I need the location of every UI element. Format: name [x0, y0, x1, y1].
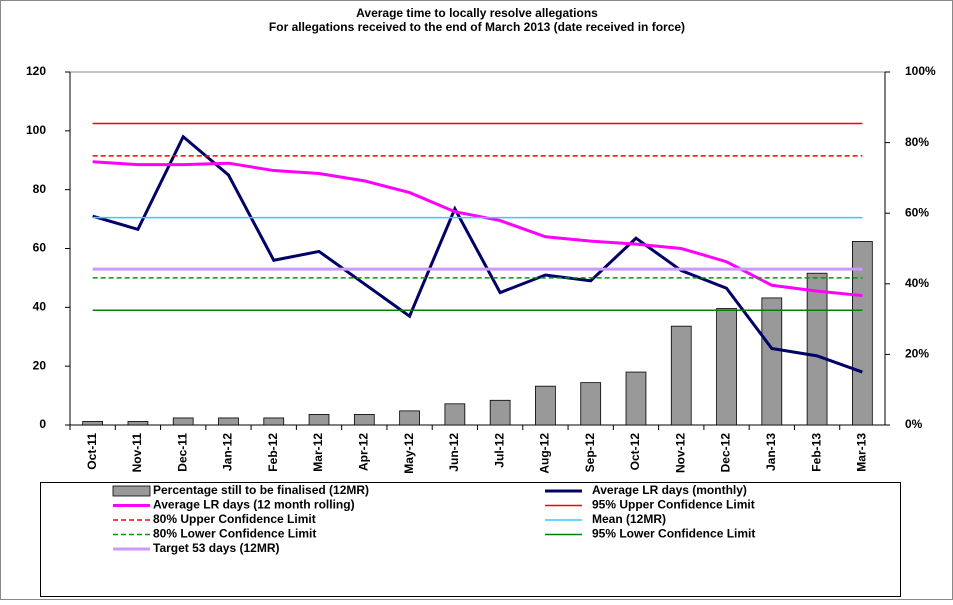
- legend-label: 95% Lower Confidence Limit: [592, 527, 755, 541]
- bar: [263, 417, 285, 426]
- x-tick-label: Nov-11: [130, 433, 144, 473]
- y-tick-label: 20: [33, 358, 47, 372]
- y-tick-label: 60: [33, 241, 47, 255]
- y2-tick-label: 80%: [905, 135, 929, 149]
- y-tick-label: 120: [26, 64, 46, 78]
- chart-title: Average time to locally resolve allegati…: [356, 6, 598, 20]
- legend-label: 80% Lower Confidence Limit: [153, 527, 316, 541]
- legend-label: Percentage still to be finalised (12MR): [153, 483, 369, 497]
- x-tick-label: Jan-12: [221, 433, 235, 471]
- legend-label: Average LR days (12 month rolling): [153, 498, 355, 512]
- y2-tick-label: 40%: [905, 276, 929, 290]
- x-tick-label: Dec-12: [719, 433, 733, 473]
- line: [92, 160, 863, 298]
- bar: [806, 272, 828, 426]
- legend-box: [40, 482, 901, 597]
- chart-subtitle: For allegations received to the end of M…: [269, 20, 685, 34]
- x-tick-label: Sep-12: [583, 433, 597, 473]
- bar: [82, 421, 104, 426]
- legend-label: Average LR days (monthly): [592, 483, 747, 497]
- x-tick-label: Apr-12: [356, 433, 370, 471]
- y-tick-label: 100: [26, 123, 46, 137]
- x-tick-label: May-12: [402, 433, 416, 474]
- bar: [761, 297, 783, 426]
- x-tick-label: Jun-12: [447, 433, 461, 472]
- y2-tick-label: 20%: [905, 347, 929, 361]
- y2-tick-label: 100%: [905, 64, 936, 78]
- x-tick-label: Mar-12: [311, 433, 325, 472]
- y-tick-label: 0: [39, 417, 46, 431]
- legend-label: Mean (12MR): [592, 512, 666, 526]
- bar: [489, 399, 511, 426]
- bar: [716, 308, 737, 426]
- bar: [852, 241, 873, 426]
- bar: [172, 417, 194, 426]
- x-tick-label: Feb-13: [809, 433, 823, 472]
- line: [92, 134, 863, 374]
- x-tick-label: Aug-12: [538, 433, 552, 474]
- x-tick-label: Mar-13: [855, 433, 869, 472]
- legend-label: 95% Upper Confidence Limit: [592, 498, 755, 512]
- bar: [308, 414, 330, 426]
- x-tick-label: Dec-11: [175, 433, 189, 472]
- bar: [353, 414, 375, 426]
- x-tick-label: Oct-12: [628, 433, 642, 471]
- legend-swatch: [112, 485, 151, 497]
- legend-label: Target 53 days (12MR): [153, 541, 280, 555]
- y-tick-label: 80: [33, 182, 47, 196]
- legend-label: 80% Upper Confidence Limit: [153, 512, 316, 526]
- x-tick-label: Jul-12: [492, 433, 506, 468]
- bar: [399, 410, 420, 426]
- y2-tick-label: 60%: [905, 205, 929, 219]
- x-tick-label: Nov-12: [673, 433, 687, 473]
- x-tick-label: Jan-13: [764, 433, 778, 471]
- y2-tick-label: 0%: [905, 417, 923, 431]
- bar: [127, 421, 149, 426]
- bar: [218, 417, 239, 426]
- bar: [670, 325, 692, 426]
- x-tick-label: Oct-11: [85, 433, 99, 470]
- bar: [535, 385, 556, 426]
- bar: [580, 382, 602, 426]
- x-tick-label: Feb-12: [266, 433, 280, 472]
- bar: [625, 371, 647, 426]
- bar: [444, 403, 466, 426]
- y-tick-label: 40: [33, 300, 47, 314]
